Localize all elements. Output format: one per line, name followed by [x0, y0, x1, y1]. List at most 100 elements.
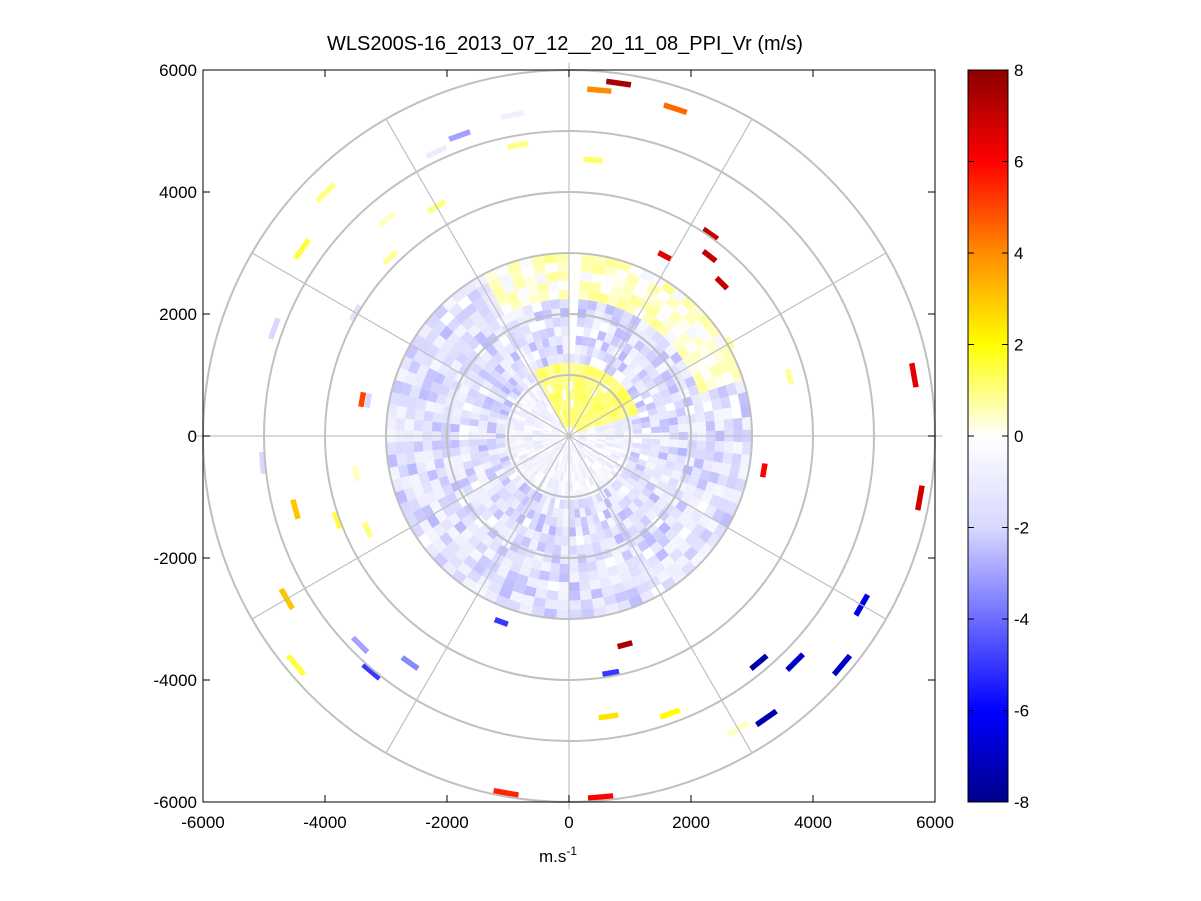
- field-cell: [576, 391, 582, 401]
- field-cell: [542, 465, 550, 475]
- field-cell: [450, 423, 460, 433]
- field-cell: [477, 554, 492, 568]
- field-cell: [732, 417, 743, 431]
- field-cell: [542, 440, 552, 445]
- field-cell: [618, 456, 629, 465]
- field-cell: [585, 441, 596, 447]
- field-cell: [605, 402, 615, 411]
- field-cell: [691, 319, 706, 335]
- sparse-gate: [315, 182, 337, 204]
- field-cell: [598, 468, 608, 479]
- field-cell: [696, 478, 709, 491]
- field-cell: [540, 411, 549, 420]
- field-cell: [586, 300, 598, 311]
- field-cell: [554, 335, 563, 346]
- field-cell: [460, 344, 474, 358]
- field-cell: [528, 341, 538, 353]
- field-cell: [589, 452, 598, 461]
- field-cell: [480, 324, 494, 338]
- field-cell: [610, 411, 620, 419]
- field-cell: [581, 608, 595, 619]
- field-cell: [553, 363, 561, 374]
- field-cell: [537, 462, 546, 472]
- field-cell: [603, 265, 617, 278]
- field-cell: [665, 295, 681, 310]
- sparse-gate: [617, 640, 634, 650]
- field-cell: [600, 519, 610, 531]
- field-cell: [573, 420, 580, 429]
- field-cell: [528, 292, 541, 305]
- field-cell: [691, 522, 706, 538]
- field-cell: [562, 344, 569, 354]
- field-cell: [438, 475, 451, 488]
- field-cell: [463, 302, 478, 317]
- field-cell: [651, 391, 663, 402]
- field-cell: [590, 367, 599, 378]
- field-cell: [740, 454, 751, 468]
- field-cell: [581, 469, 588, 479]
- field-cell: [524, 386, 534, 397]
- field-cell: [708, 494, 722, 509]
- field-cell: [566, 399, 569, 409]
- field-cell: [504, 310, 517, 323]
- field-cell: [468, 445, 479, 454]
- field-cell: [551, 438, 561, 442]
- field-cell: [494, 468, 506, 478]
- field-cell: [586, 427, 596, 432]
- sparse-gate: [784, 368, 795, 386]
- field-cell: [578, 571, 590, 583]
- field-cell: [521, 376, 532, 387]
- field-cell: [586, 561, 598, 572]
- field-cell: [686, 448, 697, 459]
- field-cell: [455, 391, 468, 403]
- field-cell: [560, 545, 569, 555]
- field-cell: [581, 383, 588, 394]
- field-cell: [547, 280, 559, 292]
- field-cell: [673, 462, 685, 473]
- field-cell: [586, 515, 595, 526]
- field-cell: [581, 525, 590, 536]
- field-cell: [556, 344, 564, 355]
- field-cell: [687, 422, 698, 432]
- field-cell: [395, 441, 406, 455]
- field-cell: [569, 545, 578, 555]
- field-cell: [527, 478, 537, 488]
- field-cell: [599, 576, 612, 589]
- field-cell: [468, 418, 479, 427]
- field-cell: [569, 490, 574, 501]
- field-cell: [551, 402, 558, 412]
- field-cell: [493, 532, 506, 545]
- field-cell: [414, 451, 425, 464]
- field-cell: [501, 403, 512, 413]
- field-cell: [610, 482, 620, 493]
- field-cell: [575, 422, 583, 430]
- y-tick-label: 6000: [159, 61, 197, 80]
- field-cell: [576, 317, 586, 328]
- field-cell: [602, 447, 613, 454]
- field-cell: [429, 358, 443, 372]
- field-cell: [722, 452, 733, 465]
- field-cell: [626, 459, 637, 469]
- field-cell: [582, 447, 591, 455]
- field-cell: [561, 462, 566, 473]
- field-cell: [577, 439, 586, 445]
- field-cell: [677, 345, 691, 360]
- field-cell: [460, 316, 475, 331]
- field-cell: [550, 436, 560, 438]
- field-cell: [561, 453, 566, 463]
- field-cell: [538, 532, 549, 544]
- field-cell: [687, 440, 698, 450]
- field-cell: [518, 379, 528, 390]
- field-cell: [689, 304, 705, 320]
- field-cell: [399, 355, 413, 371]
- field-cell: [697, 343, 712, 359]
- field-cell: [693, 458, 705, 470]
- field-cell: [609, 469, 620, 479]
- field-cell: [509, 590, 524, 604]
- field-cell: [405, 452, 416, 465]
- field-cell: [487, 416, 498, 424]
- field-cell: [469, 451, 481, 461]
- x-tick-label: 2000: [672, 813, 710, 832]
- field-cell: [496, 442, 506, 449]
- field-cell: [500, 476, 512, 487]
